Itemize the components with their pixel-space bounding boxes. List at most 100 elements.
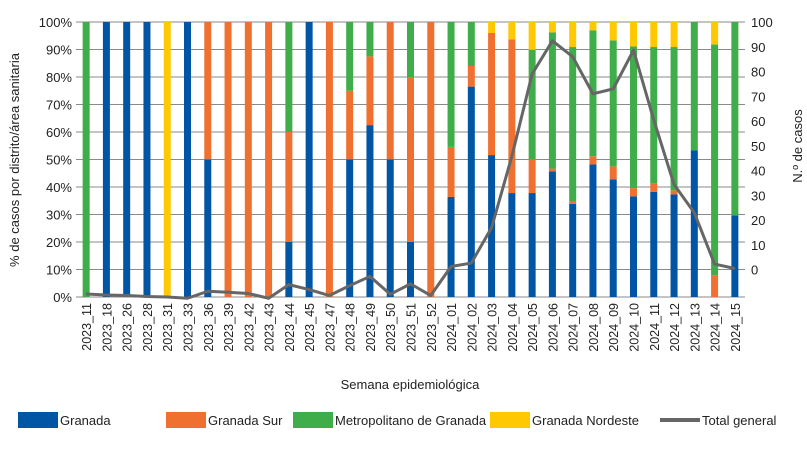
bar-segment-granada-sur xyxy=(325,22,333,297)
legend-swatch xyxy=(293,412,333,428)
bar-segment-granada-nordeste xyxy=(711,22,719,45)
line-point xyxy=(734,268,736,270)
line-point xyxy=(633,49,634,51)
bar-segment-metropolitano-de-granada xyxy=(285,22,293,132)
y-axis-left-ticks: 0% 10% 20% 30% 40% 50% 60% 70% 80% 90% 100% xyxy=(39,15,73,305)
bar-segment-granada-nordeste xyxy=(548,22,556,33)
y-tick-label: 40% xyxy=(46,180,72,195)
bar-segment-granada xyxy=(346,159,354,297)
line-point xyxy=(430,295,432,297)
bar-segment-granada-sur xyxy=(548,168,556,172)
line-point xyxy=(268,297,270,299)
y2-tick-label: 100 xyxy=(751,15,773,30)
y-tick-label: 80% xyxy=(46,70,72,85)
legend-item: Granada Nordeste xyxy=(490,412,639,428)
bar-segment-metropolitano-de-granada xyxy=(82,22,90,297)
x-tick-label: 2024_04 xyxy=(506,303,520,352)
bar-segment-granada-sur xyxy=(386,22,394,160)
bar-segment-granada-sur xyxy=(508,39,516,194)
x-tick-label: 2023_45 xyxy=(303,303,317,352)
line-point xyxy=(511,155,513,157)
bar-segment-granada-sur xyxy=(204,22,212,160)
line-point xyxy=(592,93,594,95)
x-tick-label: 2023_18 xyxy=(100,303,114,352)
bar-segment-granada xyxy=(548,171,556,297)
x-tick-label: 2023_36 xyxy=(202,303,216,352)
line-point xyxy=(105,294,107,296)
y-tick-label: 60% xyxy=(46,125,72,140)
x-tick-label: 2024_09 xyxy=(607,303,621,352)
x-tick-label: 2023_47 xyxy=(323,303,337,352)
bar-segment-metropolitano-de-granada xyxy=(528,49,536,160)
bar-segment-granada xyxy=(630,196,637,297)
y2-tick-label: 60 xyxy=(751,114,765,129)
y-tick-label: 50% xyxy=(46,153,72,168)
line-point xyxy=(410,283,411,285)
bar-segment-metropolitano-de-granada xyxy=(548,32,556,169)
bar-segment-granada-nordeste xyxy=(569,22,577,48)
line-point xyxy=(349,285,351,287)
y-tick-label: 0% xyxy=(53,290,72,305)
legend-label: Metropolitano de Granada xyxy=(335,413,487,428)
line-point xyxy=(166,296,168,298)
bar-segment-granada xyxy=(407,242,414,297)
line-point xyxy=(450,266,452,268)
line-point xyxy=(126,295,128,297)
bar-segment-granada xyxy=(447,196,455,297)
bar-segment-granada xyxy=(386,159,394,297)
x-tick-label: 2023_50 xyxy=(384,303,398,352)
line-point xyxy=(85,293,87,295)
line-point xyxy=(491,227,493,229)
x-tick-label: 2024_02 xyxy=(465,303,479,352)
x-axis-ticks: 2023_11 2023_18 2023_26 2023_28 2023_31 2023_… xyxy=(80,303,743,352)
y-tick-label: 10% xyxy=(46,263,72,278)
bar-segment-metropolitano-de-granada xyxy=(346,22,354,91)
x-tick-label: 2023_42 xyxy=(242,303,256,352)
legend-swatch xyxy=(166,412,206,428)
x-tick-label: 2023_52 xyxy=(425,303,439,352)
bar-segment-metropolitano-de-granada xyxy=(711,44,719,276)
bar-segment-granada-nordeste xyxy=(670,22,678,48)
bar-segment-granada-sur xyxy=(244,22,252,297)
line-point xyxy=(187,297,188,299)
y2-tick-label: 90 xyxy=(751,40,765,55)
legend-label: Granada Sur xyxy=(208,413,283,428)
line-point xyxy=(288,284,290,286)
bar-segment-granada-sur xyxy=(467,66,475,87)
line-point xyxy=(714,263,716,265)
bar-segment-granada-sur xyxy=(528,159,536,194)
legend-item: Metropolitano de Granada xyxy=(293,412,487,428)
line-point xyxy=(227,291,229,293)
line-point xyxy=(653,119,655,121)
x-tick-label: 2023_31 xyxy=(161,303,175,352)
x-tick-label: 2024_05 xyxy=(526,303,540,352)
bar-segment-granada-nordeste xyxy=(528,22,536,50)
x-tick-label: 2023_44 xyxy=(283,303,297,352)
y2-axis-title: N.º de casos xyxy=(790,109,805,183)
x-tick-label: 2023_26 xyxy=(121,303,135,352)
line-point xyxy=(673,184,675,186)
bar-segment-metropolitano-de-granada xyxy=(569,47,577,202)
legend-label: Granada xyxy=(60,413,111,428)
bar-segment-granada-sur xyxy=(569,201,577,204)
line-point xyxy=(207,290,209,292)
legend-label: Granada Nordeste xyxy=(532,413,639,428)
y-axis-right-ticks: 0 10 20 30 40 50 60 70 80 90 100 xyxy=(751,15,773,278)
x-tick-label: 2024_07 xyxy=(567,303,581,352)
bar-segment-granada xyxy=(650,191,658,297)
legend: Granada Granada Sur Metropolitano de Grana… xyxy=(18,412,777,428)
x-tick-label: 2023_48 xyxy=(344,303,358,352)
y2-tick-label: 0 xyxy=(751,263,758,278)
y2-tick-label: 20 xyxy=(751,213,765,228)
bar-segment-metropolitano-de-granada xyxy=(630,46,637,189)
x-tick-label: 2023_28 xyxy=(141,303,155,352)
y2-tick-label: 80 xyxy=(751,65,765,80)
bar-segment-granada xyxy=(102,22,110,297)
bar-segment-metropolitano-de-granada xyxy=(690,22,698,151)
bar-segment-granada-nordeste xyxy=(630,22,637,47)
y2-tick-label: 30 xyxy=(751,188,765,203)
bar-segment-granada xyxy=(508,193,516,297)
bar-segment-metropolitano-de-granada xyxy=(366,22,374,57)
x-axis-title: Semana epidemiológica xyxy=(341,377,481,392)
